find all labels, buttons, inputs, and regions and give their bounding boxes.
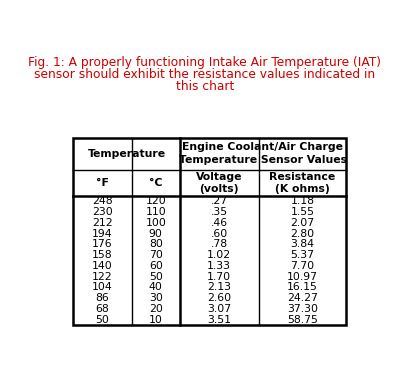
Text: .35: .35 bbox=[211, 207, 228, 217]
Text: 70: 70 bbox=[149, 250, 163, 260]
Text: 7.70: 7.70 bbox=[290, 261, 314, 271]
Text: Fig. 1: A properly functioning Intake Air Temperature (IAT): Fig. 1: A properly functioning Intake Ai… bbox=[28, 56, 382, 69]
Text: 1.55: 1.55 bbox=[290, 207, 314, 217]
Text: 104: 104 bbox=[92, 282, 113, 292]
Text: 60: 60 bbox=[149, 261, 163, 271]
Text: Voltage
(volts): Voltage (volts) bbox=[196, 171, 242, 194]
Text: 24.27: 24.27 bbox=[287, 293, 318, 303]
Text: 100: 100 bbox=[145, 218, 166, 228]
Text: 110: 110 bbox=[145, 207, 166, 217]
Text: 194: 194 bbox=[92, 228, 113, 239]
Text: 10: 10 bbox=[149, 315, 163, 325]
Text: 2.07: 2.07 bbox=[290, 218, 314, 228]
Text: sensor should exhibit the resistance values indicated in: sensor should exhibit the resistance val… bbox=[34, 68, 376, 81]
Text: 1.18: 1.18 bbox=[290, 196, 314, 206]
Text: 58.75: 58.75 bbox=[287, 315, 318, 325]
Text: °F: °F bbox=[96, 178, 109, 188]
Text: 248: 248 bbox=[92, 196, 113, 206]
Text: 2.80: 2.80 bbox=[290, 228, 314, 239]
Text: this chart: this chart bbox=[176, 81, 234, 93]
Text: 90: 90 bbox=[149, 228, 163, 239]
Text: 140: 140 bbox=[92, 261, 113, 271]
Text: 122: 122 bbox=[92, 272, 113, 282]
Text: 2.13: 2.13 bbox=[207, 282, 231, 292]
Text: 176: 176 bbox=[92, 239, 113, 249]
Text: 230: 230 bbox=[92, 207, 113, 217]
Text: 37.30: 37.30 bbox=[287, 304, 318, 314]
Text: 3.51: 3.51 bbox=[207, 315, 231, 325]
Text: 158: 158 bbox=[92, 250, 113, 260]
Text: 10.97: 10.97 bbox=[287, 272, 318, 282]
Text: 16.15: 16.15 bbox=[287, 282, 318, 292]
Text: 40: 40 bbox=[149, 282, 163, 292]
Text: .60: .60 bbox=[210, 228, 228, 239]
Text: .46: .46 bbox=[211, 218, 228, 228]
Text: .27: .27 bbox=[211, 196, 228, 206]
Text: 212: 212 bbox=[92, 218, 113, 228]
Text: °C: °C bbox=[149, 178, 162, 188]
Bar bbox=[73, 138, 346, 325]
Text: 20: 20 bbox=[149, 304, 163, 314]
Text: 30: 30 bbox=[149, 293, 163, 303]
Text: Temperature: Temperature bbox=[87, 149, 166, 159]
Text: 1.70: 1.70 bbox=[207, 272, 231, 282]
Text: 3.07: 3.07 bbox=[207, 304, 231, 314]
Text: 1.33: 1.33 bbox=[207, 261, 231, 271]
Text: 80: 80 bbox=[149, 239, 163, 249]
Text: 120: 120 bbox=[145, 196, 166, 206]
Text: 2.60: 2.60 bbox=[207, 293, 231, 303]
Text: 50: 50 bbox=[149, 272, 163, 282]
Text: 86: 86 bbox=[96, 293, 110, 303]
Text: 1.02: 1.02 bbox=[207, 250, 231, 260]
Text: Resistance
(K ohms): Resistance (K ohms) bbox=[269, 171, 336, 194]
Text: 5.37: 5.37 bbox=[290, 250, 314, 260]
Text: .78: .78 bbox=[211, 239, 228, 249]
Text: Engine Coolant/Air Charge
Temperature Sensor Values: Engine Coolant/Air Charge Temperature Se… bbox=[179, 142, 347, 165]
Text: 3.84: 3.84 bbox=[290, 239, 314, 249]
Text: 50: 50 bbox=[96, 315, 110, 325]
Text: 68: 68 bbox=[96, 304, 110, 314]
